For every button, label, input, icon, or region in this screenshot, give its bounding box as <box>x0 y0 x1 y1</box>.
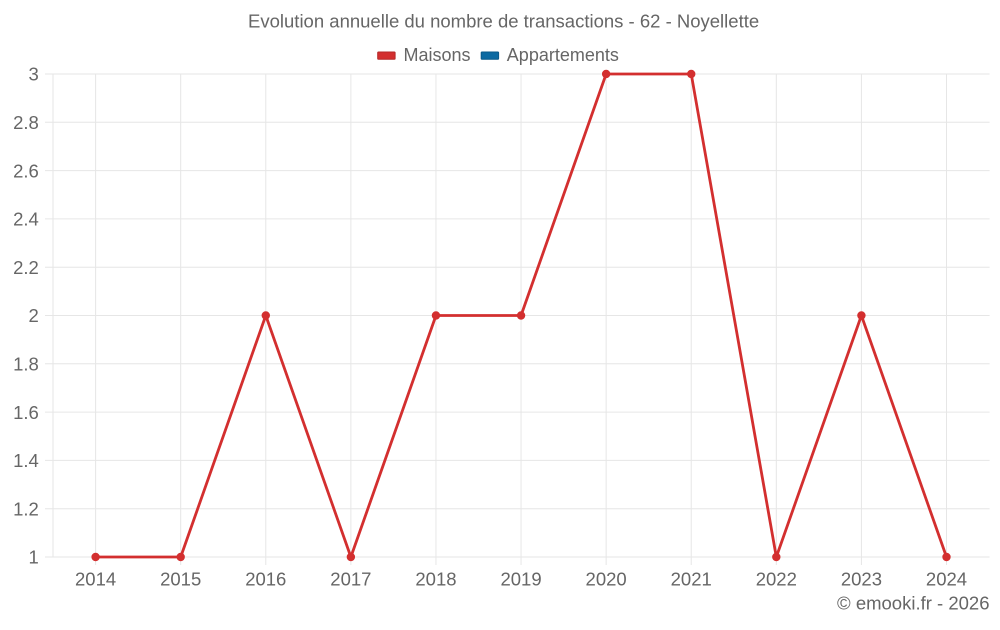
svg-text:2024: 2024 <box>926 569 967 590</box>
svg-text:2017: 2017 <box>330 569 371 590</box>
svg-text:1: 1 <box>29 547 39 568</box>
svg-text:1.2: 1.2 <box>13 498 39 519</box>
svg-text:2022: 2022 <box>756 569 797 590</box>
svg-text:2021: 2021 <box>671 569 712 590</box>
svg-text:2.8: 2.8 <box>13 112 39 133</box>
svg-text:2023: 2023 <box>841 569 882 590</box>
svg-text:2.6: 2.6 <box>13 160 39 181</box>
svg-text:Evolution annuelle du nombre d: Evolution annuelle du nombre de transact… <box>248 11 759 32</box>
svg-text:1.4: 1.4 <box>13 450 39 471</box>
svg-text:2019: 2019 <box>500 569 541 590</box>
svg-text:2: 2 <box>29 305 39 326</box>
svg-text:1.6: 1.6 <box>13 402 39 423</box>
svg-text:Maisons: Maisons <box>404 45 471 65</box>
svg-text:2014: 2014 <box>75 569 116 590</box>
svg-text:1.8: 1.8 <box>13 354 39 375</box>
svg-text:Appartements: Appartements <box>507 45 619 65</box>
svg-text:2.2: 2.2 <box>13 257 39 278</box>
svg-text:2018: 2018 <box>415 569 456 590</box>
svg-text:© emooki.fr - 2026: © emooki.fr - 2026 <box>837 592 989 613</box>
svg-text:2016: 2016 <box>245 569 286 590</box>
svg-text:2.4: 2.4 <box>13 209 39 230</box>
svg-text:2020: 2020 <box>586 569 627 590</box>
svg-text:2015: 2015 <box>160 569 201 590</box>
svg-text:3: 3 <box>29 64 39 85</box>
